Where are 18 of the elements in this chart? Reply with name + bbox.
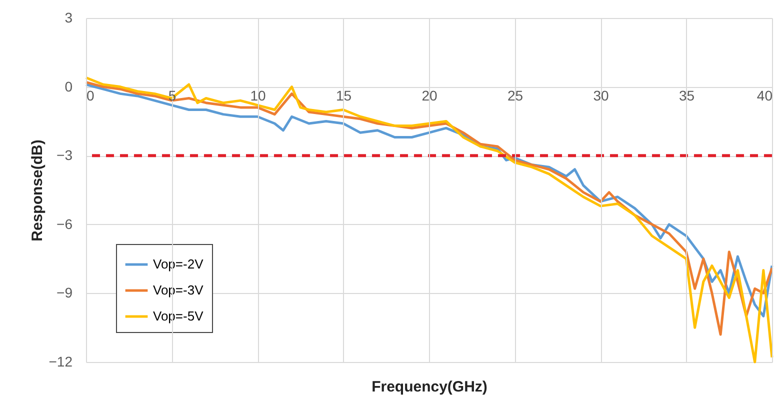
legend-label: Vop=-2V bbox=[153, 256, 204, 272]
x-tick-label: 40 bbox=[756, 87, 773, 104]
y-tick-label: −6 bbox=[56, 216, 73, 232]
x-axis-title: Frequency(GHz) bbox=[372, 378, 488, 396]
y-tick-label: −3 bbox=[56, 147, 73, 164]
x-tick-label: 0 bbox=[86, 87, 94, 104]
y-tick-label: −12 bbox=[48, 354, 73, 370]
y-tick-label: 3 bbox=[64, 10, 73, 26]
x-tick-label: 25 bbox=[507, 87, 524, 104]
x-tick-label: 35 bbox=[678, 87, 695, 104]
legend-label: Vop=-3V bbox=[153, 282, 204, 298]
x-tick-label: 30 bbox=[593, 87, 609, 104]
legend-label: Vop=-5V bbox=[153, 308, 204, 324]
y-tick-label: −9 bbox=[56, 284, 73, 301]
x-tick-label: 20 bbox=[422, 87, 438, 104]
y-axis-title: Response(dB) bbox=[28, 140, 46, 242]
x-tick-label: 10 bbox=[250, 87, 266, 104]
x-tick-label: 15 bbox=[336, 87, 352, 104]
